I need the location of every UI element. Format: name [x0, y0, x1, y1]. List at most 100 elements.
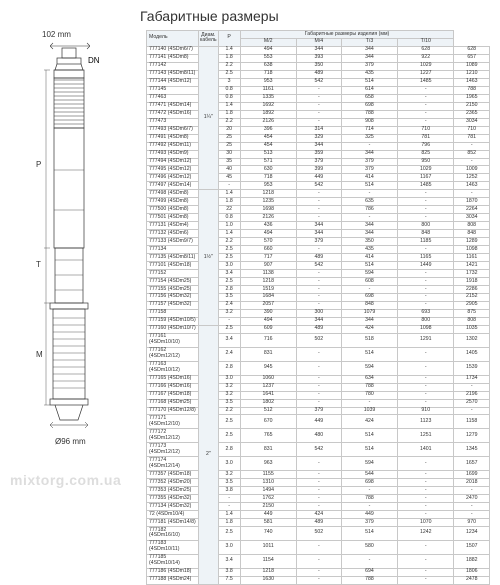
table-row: 777131 (4SDm4)1.0436344344800808 [147, 222, 490, 230]
cell-val: 344 [341, 150, 397, 158]
cell-val: 1870 [454, 198, 490, 206]
cell-val: 2018 [454, 479, 490, 487]
cell-model: 777144 (4SDm12) [147, 78, 199, 86]
table-row: 777171 (4SDm12/10)2.567044942411231158 [147, 415, 490, 429]
table-row: 777185 (4SDm10/14)3.41154---1882 [147, 554, 490, 568]
cell-val: 2057 [240, 301, 296, 309]
cell-model: 777501 (4SDm8) [147, 214, 199, 222]
cell-p: 2.5 [218, 278, 240, 286]
table-row: 777494 (4SDm12)35571379379950- [147, 158, 490, 166]
cell-val: 1060 [240, 375, 296, 383]
cell-val: 831 [240, 347, 296, 361]
cell-p: 2.5 [218, 429, 240, 443]
table-row: 777170 (4SDm12/8)2.25123791039910- [147, 407, 490, 415]
cell-val: - [398, 118, 454, 126]
cell-val: - [296, 540, 341, 554]
table-row: 777182 (4SDm16/10)2.574050251412421234 [147, 527, 490, 541]
cell-val: - [296, 495, 341, 503]
cell-val: 393 [296, 54, 341, 62]
cell-val: - [454, 383, 490, 391]
cell-val: 848 [454, 230, 490, 238]
cell-val: 424 [296, 511, 341, 519]
cell-val: - [341, 487, 397, 495]
table-row: 777162 (4SDm12/12)2.4831-514-1405 [147, 347, 490, 361]
cell-val: - [398, 361, 454, 375]
cell-val: 848 [341, 301, 397, 309]
cell-model: 777159 (4SDm10/5) [147, 317, 199, 325]
cell-val: - [398, 554, 454, 568]
cell-val: - [296, 118, 341, 126]
cell-val: - [296, 554, 341, 568]
cell-val: - [398, 190, 454, 198]
cell-val: 514 [341, 182, 397, 190]
cell-val: 1310 [240, 479, 296, 487]
cell-val: 514 [341, 78, 397, 86]
cell-val: 796 [398, 142, 454, 150]
cell-val: 710 [454, 126, 490, 134]
cell-val: - [296, 361, 341, 375]
cell-model: 777188 (4SDm24) [147, 576, 199, 584]
cell-val: 1892 [240, 110, 296, 118]
cell-val: 344 [296, 222, 341, 230]
cell-model: 777161 (4SDm10/10) [147, 333, 199, 347]
cell-val: 1463 [454, 78, 490, 86]
cell-model: 777494 (4SDm12) [147, 158, 199, 166]
cell-val: 1291 [398, 333, 454, 347]
cell-val: 329 [296, 134, 341, 142]
cell-val: 1657 [454, 457, 490, 471]
cell-val: 2286 [454, 286, 490, 294]
cell-dn: 1¼" [199, 46, 219, 189]
cell-val: 609 [240, 325, 296, 333]
cell-val: 788 [341, 383, 397, 391]
cell-val: - [296, 487, 341, 495]
table-row: 777135 (4SDm8/11)2.571748941411651161 [147, 254, 490, 262]
cell-p: 3.2 [218, 309, 240, 317]
cell-p: 40 [218, 166, 240, 174]
cell-val: 800 [398, 222, 454, 230]
cell-val: 454 [240, 142, 296, 150]
cell-val: 2196 [454, 391, 490, 399]
cell-val: 1494 [240, 487, 296, 495]
cell-val: 718 [240, 174, 296, 182]
cell-val: - [296, 568, 341, 576]
th-p-col: P [218, 31, 240, 47]
cell-val: - [398, 293, 454, 301]
cell-val: 1154 [240, 554, 296, 568]
cell-val: 414 [341, 174, 397, 182]
table-row: 777501 (4SDm8)0.82126---3034 [147, 214, 490, 222]
cell-val: - [398, 495, 454, 503]
cell-val: - [296, 301, 341, 309]
cell-val: - [341, 214, 397, 222]
cell-val: - [296, 102, 341, 110]
cell-p: 2.4 [218, 347, 240, 361]
page-title: Габаритные размеры [140, 8, 490, 24]
table-row: 777355 (4SDm32)-1762-788-2470 [147, 495, 490, 503]
cell-val: 1251 [398, 429, 454, 443]
cell-model: 777168 (4SDm25) [147, 399, 199, 407]
cell-val: 1802 [240, 399, 296, 407]
cell-p: 2.2 [218, 407, 240, 415]
table-row: 7771450.81161-614-788 [147, 86, 490, 94]
cell-p: 30 [218, 150, 240, 158]
cell-val: - [454, 158, 490, 166]
cell-model: 777101 (4SDm18) [147, 262, 199, 270]
cell-p: 3.0 [218, 375, 240, 383]
cell-val: 489 [296, 325, 341, 333]
cell-val: 514 [341, 429, 397, 443]
table-row: 777497 (4SDm14)-95354251414851463 [147, 182, 490, 190]
cell-val: 1732 [454, 270, 490, 278]
cell-model: 777183 (4SDm10/11) [147, 540, 199, 554]
cell-val: 1449 [398, 262, 454, 270]
table-row: 777101 (4SDm18)3.090754251414491421 [147, 262, 490, 270]
cell-val: 1519 [240, 286, 296, 294]
cell-val: - [341, 142, 397, 150]
cell-val: 1035 [454, 325, 490, 333]
cell-val: 594 [341, 270, 397, 278]
cell-val: 2152 [454, 293, 490, 301]
cell-val: 788 [341, 576, 397, 584]
cell-val: - [296, 471, 341, 479]
cell-val: - [296, 375, 341, 383]
cell-val: - [398, 479, 454, 487]
cell-val: - [454, 487, 490, 495]
cell-p: 0.8 [218, 94, 240, 102]
